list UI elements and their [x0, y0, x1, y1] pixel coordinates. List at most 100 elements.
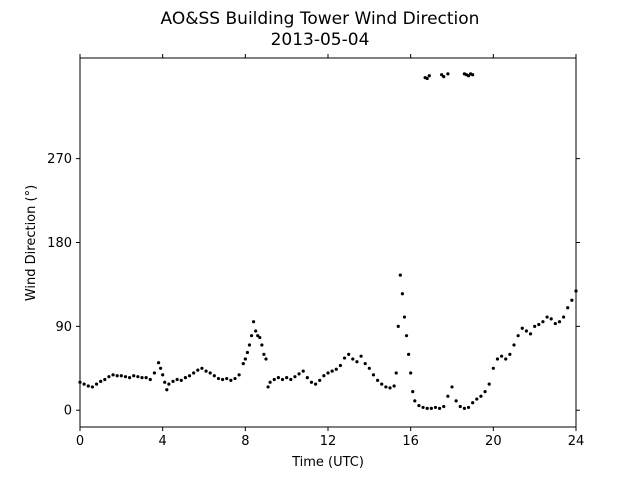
data-point: [487, 382, 491, 386]
data-point: [458, 404, 462, 409]
data-point: [187, 374, 192, 378]
data-point: [394, 371, 398, 375]
data-point: [140, 376, 144, 380]
data-point: [442, 404, 446, 409]
data-point: [175, 377, 179, 382]
data-point: [574, 289, 578, 293]
data-point: [159, 366, 163, 370]
data-point: [245, 350, 249, 355]
data-point: [241, 362, 245, 366]
data-point: [136, 375, 140, 379]
data-point: [446, 394, 450, 398]
data-point: [562, 315, 566, 319]
data-point: [549, 317, 553, 321]
data-point: [262, 352, 266, 356]
data-point: [402, 315, 407, 319]
chart-subtitle: 2013-05-04: [271, 30, 370, 50]
data-point: [196, 368, 200, 372]
data-point: [280, 377, 285, 382]
data-point: [285, 376, 289, 380]
data-point: [200, 366, 204, 370]
y-axis: 0 90 180 270: [47, 152, 580, 419]
data-point: [314, 382, 318, 386]
x-tick-label: 8: [241, 434, 249, 449]
y-tick-label: 90: [55, 320, 72, 335]
data-point: [204, 369, 208, 373]
data-point: [342, 356, 347, 360]
data-point: [90, 385, 94, 389]
data-point: [495, 357, 500, 361]
data-point: [520, 326, 524, 330]
data-point: [570, 298, 574, 302]
data-point: [229, 378, 233, 383]
data-point: [466, 74, 471, 78]
y-tick-label: 180: [47, 236, 72, 251]
data-point: [421, 405, 425, 410]
data-point: [293, 375, 297, 379]
data-point: [396, 324, 400, 328]
data-point: [254, 329, 258, 333]
data-point: [249, 334, 254, 338]
data-point: [367, 366, 371, 370]
data-point: [371, 373, 376, 377]
data-point: [417, 403, 421, 408]
data-point: [347, 352, 351, 356]
data-point: [103, 377, 107, 382]
data-point: [179, 378, 183, 383]
data-point: [192, 371, 196, 375]
data-point: [471, 73, 475, 77]
data-point: [256, 334, 260, 338]
data-point: [398, 273, 402, 277]
data-point: [334, 367, 338, 371]
data-point: [268, 380, 272, 384]
data-point: [425, 406, 429, 410]
data-point: [243, 357, 247, 361]
data-point: [429, 406, 433, 410]
data-point: [528, 332, 533, 336]
data-point: [359, 354, 363, 358]
data-point: [384, 385, 388, 389]
data-point: [165, 388, 169, 392]
data-point: [545, 315, 549, 319]
x-tick-label: 16: [402, 434, 419, 449]
data-point: [78, 380, 82, 384]
data-point: [351, 357, 355, 361]
data-point: [355, 360, 359, 364]
data-point: [289, 377, 293, 382]
data-point: [161, 373, 165, 377]
data-point: [512, 343, 516, 347]
data-point: [491, 366, 495, 370]
data-point: [264, 357, 268, 361]
data-point: [450, 385, 454, 389]
data-point: [132, 374, 136, 378]
y-tick-label: 270: [47, 152, 72, 167]
data-point: [247, 343, 252, 347]
data-point: [553, 321, 557, 326]
data-point: [167, 382, 171, 386]
data-point: [260, 343, 264, 347]
data-point: [508, 352, 512, 356]
data-point: [388, 386, 392, 390]
data-point: [252, 320, 256, 324]
data-point: [111, 373, 115, 377]
data-point: [533, 324, 537, 328]
x-axis: 0 4 8 12 16 20 24: [76, 54, 584, 449]
data-point: [258, 335, 262, 340]
data-point: [409, 371, 413, 375]
data-point: [233, 376, 237, 381]
data-point: [216, 376, 221, 381]
data-point: [380, 382, 384, 386]
data-point: [537, 322, 541, 327]
data-point: [266, 385, 270, 389]
data-point: [119, 374, 123, 378]
data-point: [411, 389, 415, 394]
data-point: [466, 405, 471, 410]
data-point: [504, 357, 508, 361]
data-point: [407, 352, 411, 356]
data-point: [392, 384, 396, 388]
data-point: [107, 375, 111, 379]
data-point: [208, 371, 212, 375]
data-point: [152, 371, 156, 375]
data-point: [413, 399, 417, 403]
